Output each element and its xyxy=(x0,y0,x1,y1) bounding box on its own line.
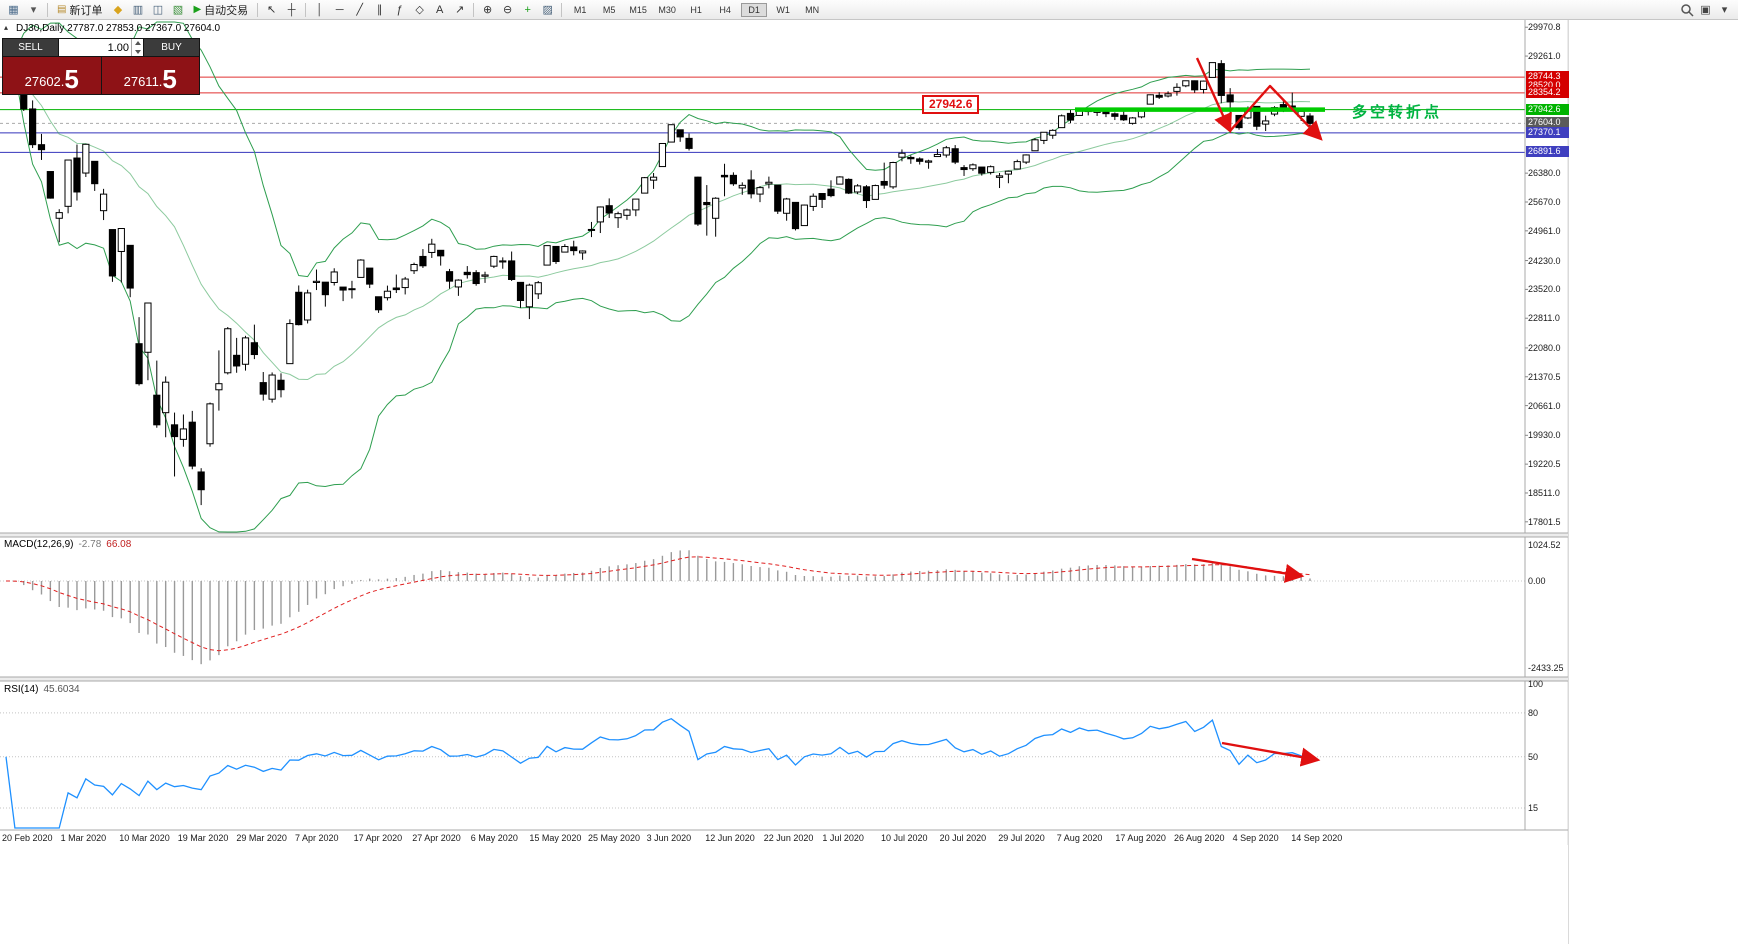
autotrading-icon: ▶ xyxy=(193,4,202,15)
autotrading-button[interactable]: ▶ 自动交易 xyxy=(188,2,253,18)
zoom-in-icon[interactable]: ⊕ xyxy=(483,4,493,16)
timeframe-button-M15[interactable]: M15 xyxy=(629,4,647,15)
buy-button[interactable]: BUY xyxy=(144,39,199,56)
one-click-toggle-icon[interactable]: ▴ xyxy=(4,23,9,32)
ask-price-small: 27611. xyxy=(123,74,163,89)
price-level-annotation: 27942.6 xyxy=(922,95,980,114)
strategy-tester-icon[interactable]: ▧ xyxy=(172,4,184,16)
new-order-icon: ▤ xyxy=(57,4,67,15)
main-toolbar: ▦ ▾ ▤ 新订单 ◆ ▥ ◫ ▧ ▶ 自动交易 ↖ ┼ │ ─ ╱ ∥ ƒ ◇ A ↗ ⊕ ⊖ + ▨ M1 M5 M15 M30 H… xyxy=(0,0,1738,20)
bid-price[interactable]: 27602. 5 xyxy=(3,57,101,94)
navigator-icon[interactable]: ◫ xyxy=(152,4,164,16)
search-icon[interactable] xyxy=(1677,2,1696,18)
rsi-label: RSI(14) 45.6034 xyxy=(4,684,80,695)
right-gutter xyxy=(1568,20,1738,944)
cursor-icon[interactable]: ↖ xyxy=(267,4,277,16)
chart-title: DJ30,Daily 27787.0 27853.0 27367.0 27604… xyxy=(16,23,221,34)
macd-name: MACD(12,26,9) xyxy=(4,539,74,550)
volume-down-icon[interactable] xyxy=(132,48,143,57)
rsi-name: RSI(14) xyxy=(4,684,39,695)
timeframe-button-W1[interactable]: W1 xyxy=(776,4,790,15)
horizontal-line-icon[interactable]: ─ xyxy=(335,3,344,16)
vertical-line-icon[interactable]: │ xyxy=(316,3,324,16)
window-list-icon[interactable]: ▾ xyxy=(1721,4,1728,16)
crosshair-icon[interactable]: ┼ xyxy=(287,3,296,16)
metaeditor-icon[interactable]: ◆ xyxy=(113,4,123,16)
volume-input[interactable]: 1.00 xyxy=(58,39,144,56)
toolbar-separator xyxy=(473,2,475,17)
macd-signal-value: 66.08 xyxy=(106,539,132,550)
trendline-icon[interactable]: ╱ xyxy=(356,4,363,16)
toolbar-separator xyxy=(47,2,48,17)
volume-spinner[interactable] xyxy=(131,39,143,56)
bid-price-small: 27602. xyxy=(24,74,65,89)
new-order-button-label: 新订单 xyxy=(69,4,103,17)
one-click-trading-panel[interactable]: SELL 1.00 BUY 27602. 5 27611. 5 xyxy=(2,38,200,95)
data-window-icon[interactable]: ▣ xyxy=(1700,4,1711,16)
macd-main-value: -2.78 xyxy=(78,539,102,550)
volume-value: 1.00 xyxy=(107,41,129,54)
timeframe-button-H4[interactable]: H4 xyxy=(719,4,731,15)
toolbar-separator xyxy=(561,2,563,17)
turning-point-annotation: 多空转折点 xyxy=(1352,104,1443,121)
rsi-value: 45.6034 xyxy=(43,684,80,695)
toolbar-separator xyxy=(305,2,307,17)
timeframe-button-M30[interactable]: M30 xyxy=(658,4,676,15)
fibonacci-icon[interactable]: ƒ xyxy=(396,3,403,16)
new-chart-icon[interactable]: ▦ xyxy=(8,4,19,16)
templates-icon[interactable]: ▨ xyxy=(542,4,553,16)
text-icon[interactable]: A xyxy=(435,3,444,16)
arrows-icon[interactable]: ↗ xyxy=(455,4,465,16)
new-order-button[interactable]: ▤ 新订单 xyxy=(52,2,107,18)
volume-up-icon[interactable] xyxy=(132,39,143,48)
market-watch-icon[interactable]: ▥ xyxy=(132,4,144,16)
timeframe-button-M1[interactable]: M1 xyxy=(573,4,587,15)
indicators-icon[interactable]: + xyxy=(524,3,531,16)
sell-button[interactable]: SELL xyxy=(3,39,58,56)
ask-price[interactable]: 27611. 5 xyxy=(100,57,200,94)
autotrading-button-label: 自动交易 xyxy=(204,4,249,17)
shapes-icon[interactable]: ◇ xyxy=(415,4,424,16)
ask-price-big: 5 xyxy=(162,64,177,94)
channel-icon[interactable]: ∥ xyxy=(376,4,383,16)
macd-label: MACD(12,26,9) -2.78 66.08 xyxy=(4,539,131,550)
zoom-out-icon[interactable]: ⊖ xyxy=(503,4,513,16)
profiles-icon[interactable]: ▾ xyxy=(30,4,37,16)
timeframe-button-H1[interactable]: H1 xyxy=(690,4,702,15)
toolbar-separator xyxy=(257,2,259,17)
timeframe-button-MN[interactable]: MN xyxy=(805,4,820,15)
bid-price-big: 5 xyxy=(64,64,79,94)
timeframe-button-M5[interactable]: M5 xyxy=(602,4,616,15)
timeframe-button-D1[interactable]: D1 xyxy=(741,2,768,17)
